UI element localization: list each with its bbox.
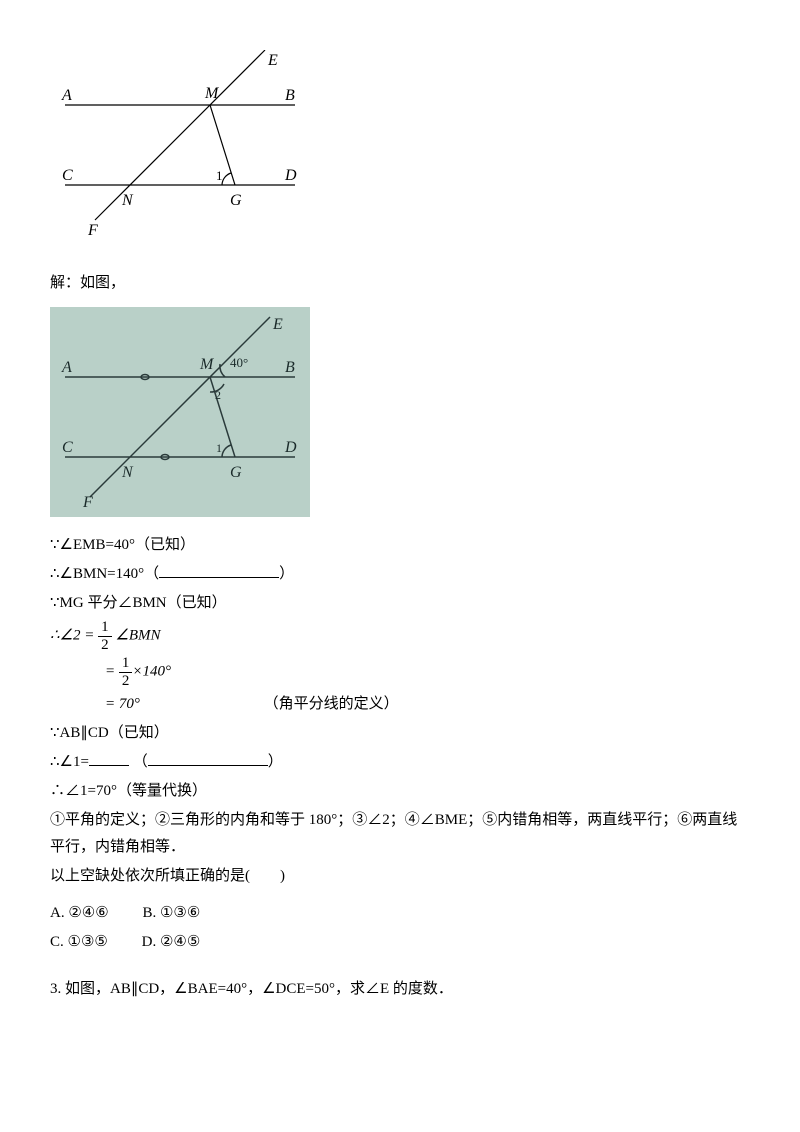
fraction-half-2: 12 [119, 655, 133, 689]
l6-val: = 70° [105, 696, 140, 712]
l4-prefix: ∴∠2 = [50, 627, 98, 643]
svg-text:E: E [267, 52, 278, 69]
fraction-half-1: 12 [98, 619, 112, 653]
svg-text:C: C [62, 439, 73, 456]
svg-text:G: G [230, 464, 242, 481]
svg-text:N: N [121, 464, 134, 481]
proof-line-6: = 70° （角平分线的定义） [105, 691, 750, 718]
svg-text:1: 1 [216, 441, 222, 455]
svg-text:A: A [61, 87, 72, 104]
answer-options: A. ②④⑥ B. ①③⑥ C. ①③⑤ D. ②④⑤ [50, 900, 750, 956]
l8b: （ [133, 754, 148, 770]
geometry-diagram-1: A M B C N G D E F 1 [50, 50, 750, 250]
choices-text-1: ①平角的定义；②三角形的内角和等于 180°；③∠2；④∠BME；⑤内错角相等，… [50, 807, 750, 861]
question-3: 3. 如图，AB∥CD，∠BAE=40°，∠DCE=50°，求∠E 的度数． [50, 976, 750, 1003]
svg-text:A: A [61, 359, 72, 376]
l5-tail: ×140° [132, 663, 171, 679]
svg-text:B: B [285, 87, 295, 104]
svg-text:C: C [62, 167, 73, 184]
option-c[interactable]: C. ①③⑤ [50, 934, 108, 950]
svg-text:2: 2 [215, 388, 221, 402]
blank-1 [159, 562, 279, 578]
svg-text:1: 1 [216, 168, 223, 183]
svg-text:N: N [121, 192, 134, 209]
blank-3 [148, 750, 268, 766]
svg-text:B: B [285, 359, 295, 376]
l8c: ） [268, 754, 283, 770]
option-a[interactable]: A. ②④⑥ [50, 905, 109, 921]
choices-text-2: 以上空缺处依次所填正确的是( ) [50, 863, 750, 890]
svg-text:E: E [272, 316, 283, 333]
svg-text:40°: 40° [230, 355, 248, 370]
svg-text:F: F [87, 222, 98, 239]
option-d[interactable]: D. ②④⑤ [142, 934, 201, 950]
svg-text:D: D [284, 167, 297, 184]
proof-line-3: ∵MG 平分∠BMN（已知） [50, 590, 750, 617]
proof-line-2: ∴∠BMN=140°（ ） [50, 561, 750, 588]
blank-2 [89, 750, 129, 766]
svg-text:F: F [82, 494, 93, 511]
proof-line-7: ∵AB∥CD（已知） [50, 720, 750, 747]
proof-line-1: ∵∠EMB=40°（已知） [50, 532, 750, 559]
l2b: ） [279, 566, 294, 582]
option-b[interactable]: B. ①③⑥ [142, 905, 200, 921]
l4-expr: ∠BMN [115, 627, 160, 643]
svg-text:D: D [284, 439, 297, 456]
proof-line-4: ∴∠2 = 12 ∠BMN [50, 619, 750, 653]
solution-intro: 解：如图， [50, 270, 750, 297]
proof-line-5: = 12×140° [105, 655, 750, 689]
svg-text:G: G [230, 192, 242, 209]
l6-note: （角平分线的定义） [264, 696, 399, 712]
geometry-diagram-2-photo: A M B C N G D E F 40° 2 1 [50, 307, 310, 517]
svg-text:M: M [204, 85, 220, 102]
l2a: ∴∠BMN=140°（ [50, 566, 159, 582]
proof-line-8: ∴∠1= （ ） [50, 749, 750, 776]
l8a: ∴∠1= [50, 754, 89, 770]
proof-line-9: ∴∠1=70°（等量代换） [50, 778, 750, 805]
svg-text:M: M [199, 356, 215, 373]
